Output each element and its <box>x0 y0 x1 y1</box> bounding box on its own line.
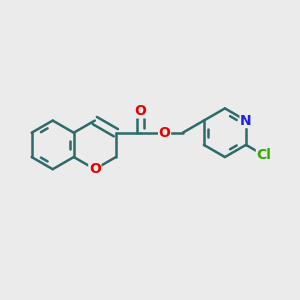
Text: O: O <box>134 104 146 118</box>
Text: O: O <box>159 126 170 140</box>
Text: N: N <box>240 114 252 128</box>
Text: Cl: Cl <box>256 148 271 162</box>
Text: O: O <box>89 162 101 176</box>
